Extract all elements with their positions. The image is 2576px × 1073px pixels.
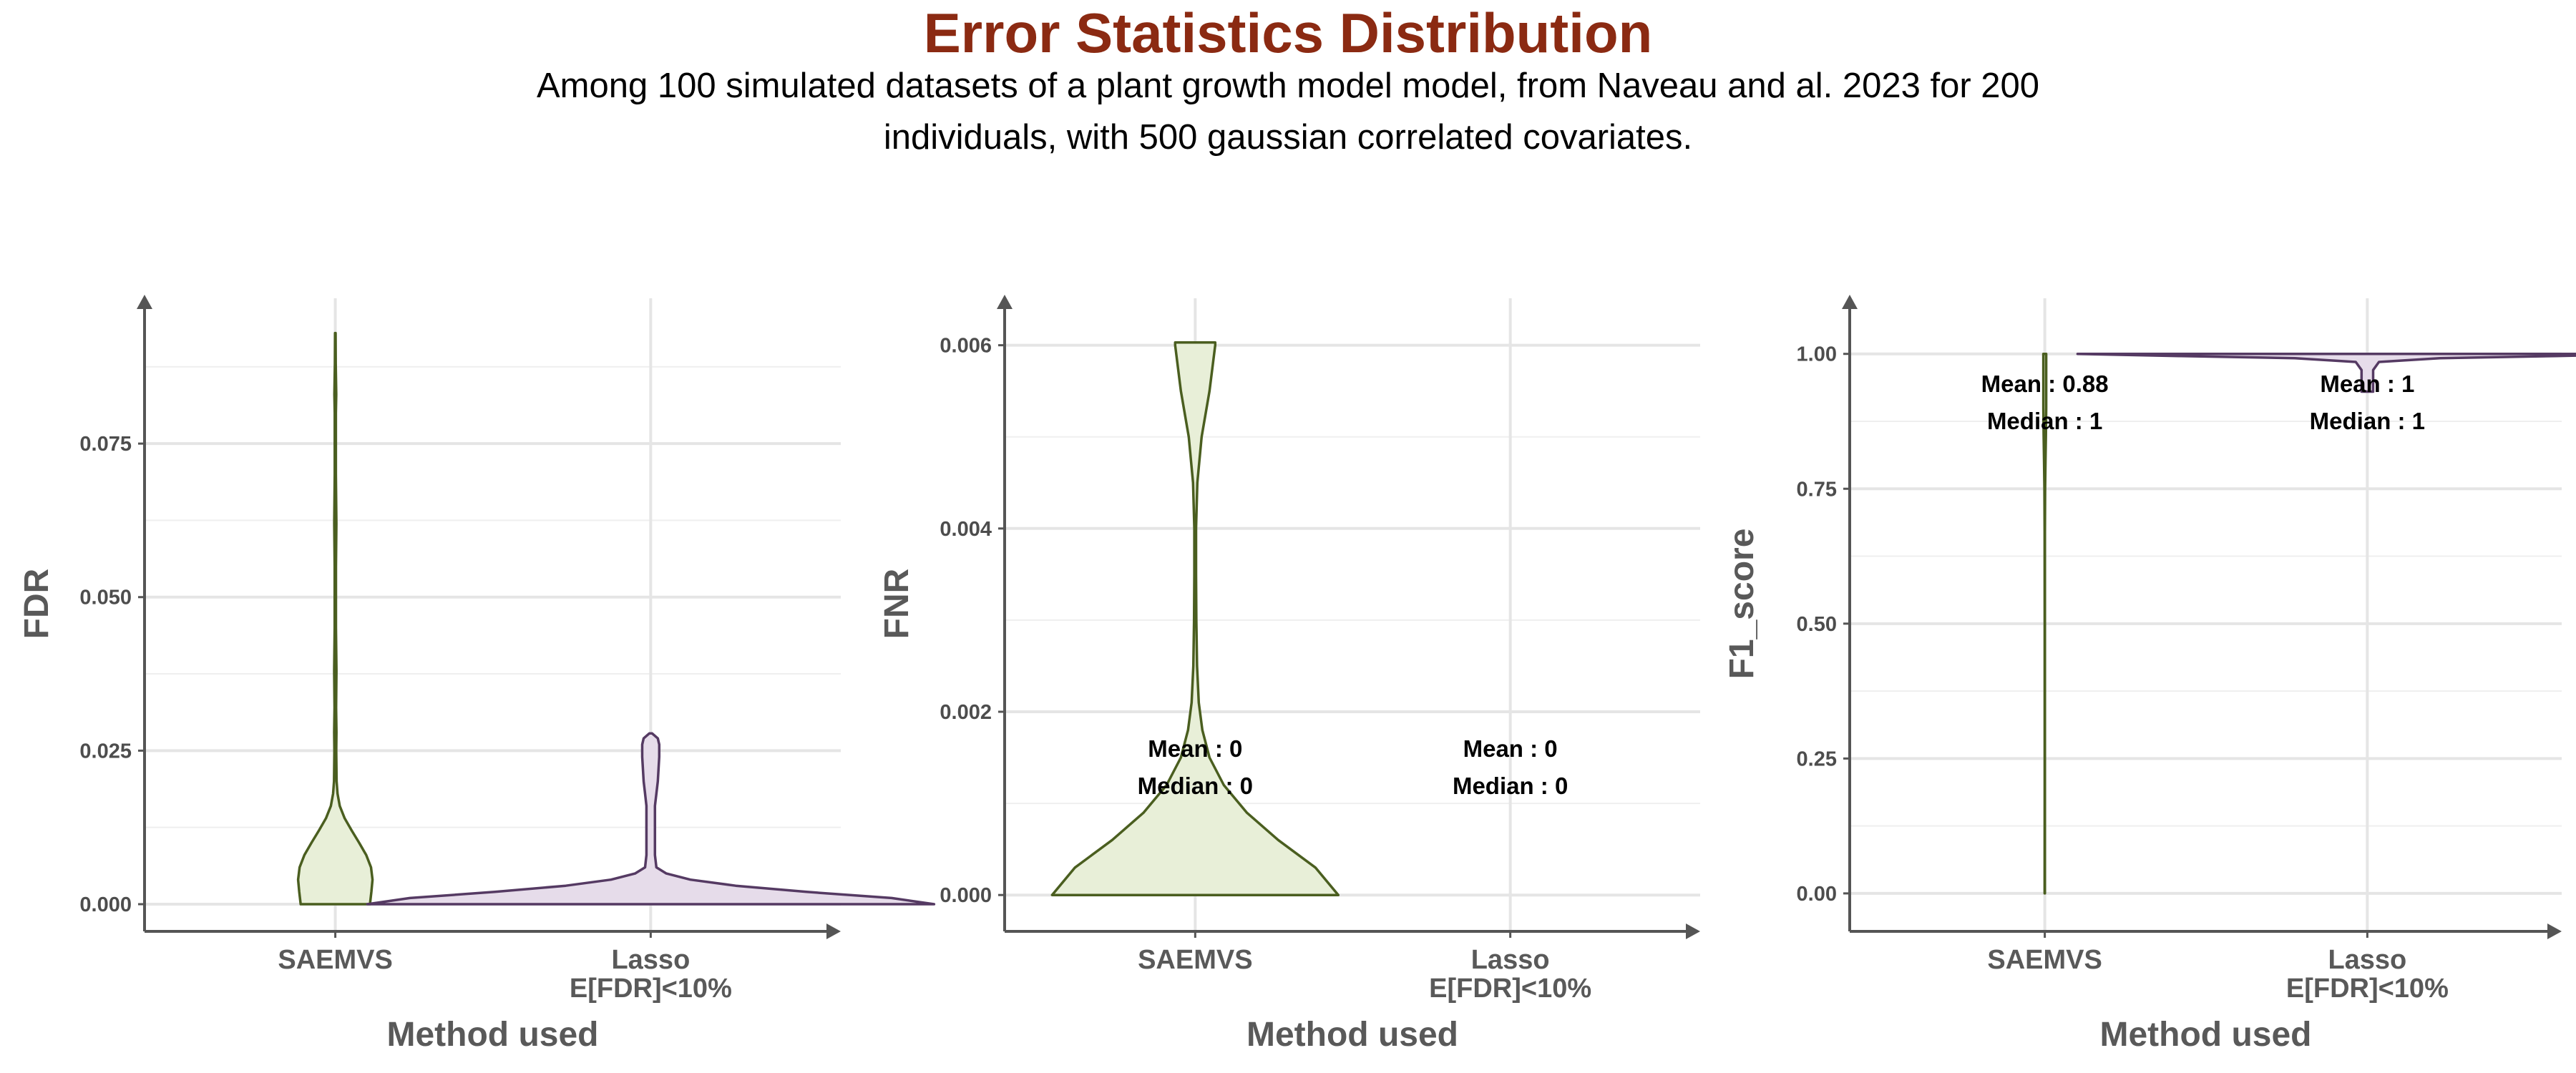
x-tick-label: SAEMVS <box>278 945 392 975</box>
y-tick-label: 0.075 <box>79 433 132 456</box>
y-tick-label: 0.50 <box>1797 613 1837 636</box>
y-axis-title: FNR <box>878 569 916 640</box>
y-axis-arrowhead <box>997 295 1013 309</box>
y-tick-label: 0.000 <box>940 884 992 907</box>
y-tick-label: 1.00 <box>1797 343 1837 366</box>
violin-saemvs <box>2041 352 2048 895</box>
chart-title: Error Statistics Distribution <box>923 1 1653 64</box>
mean-annotation: Mean : 1 <box>2320 371 2414 397</box>
violin-lasso <box>2076 352 2576 393</box>
y-axis-title: FDR <box>18 569 56 640</box>
y-axis-arrowhead <box>1842 295 1858 309</box>
y-tick-label: 0.004 <box>940 518 992 541</box>
violin-saemvs <box>296 331 374 906</box>
y-tick-label: 0.75 <box>1797 478 1837 501</box>
y-tick-label: 0.25 <box>1797 748 1837 770</box>
mean-annotation: Mean : 0.88 <box>1981 371 2109 397</box>
y-tick-label: 0.000 <box>79 893 132 916</box>
chart-panel-1: 0.000 0.025 0.050 0.075 SAEMVS LassoE[FDR]<10… <box>18 295 936 1054</box>
y-tick-label: 0.006 <box>940 335 992 358</box>
chart-panel-2: 0.000 0.002 0.004 0.006 Mean : 0 Median : 0 Me… <box>878 295 1700 1054</box>
x-tick-label: E[FDR]<10% <box>2286 974 2449 1004</box>
chart-subtitle-line-2: individuals, with 500 gaussian correlate… <box>883 118 1693 157</box>
mean-annotation: Mean : 0 <box>1463 735 1558 762</box>
y-axis-arrowhead <box>137 295 152 309</box>
violin-saemvs <box>1050 341 1340 896</box>
x-axis-arrowhead <box>1686 923 1700 939</box>
x-tick-label: Lasso <box>2328 945 2406 975</box>
x-tick-label: SAEMVS <box>1987 945 2102 975</box>
y-axis-title: F1_score <box>1723 529 1761 680</box>
median-annotation: Median : 0 <box>1453 773 1568 799</box>
chart-subtitle-line-1: Among 100 simulated datasets of a plant … <box>536 67 2040 105</box>
mean-annotation: Mean : 0 <box>1148 735 1242 762</box>
x-tick-label: Lasso <box>1471 945 1550 975</box>
median-annotation: Median : 1 <box>2310 408 2425 434</box>
x-axis-title: Method used <box>2100 1016 2312 1054</box>
x-tick-label: SAEMVS <box>1138 945 1252 975</box>
x-axis-title: Method used <box>1246 1016 1458 1054</box>
median-annotation: Median : 1 <box>1987 408 2102 434</box>
y-tick-label: 0.00 <box>1797 883 1837 906</box>
x-axis-title: Method used <box>387 1016 599 1054</box>
y-tick-label: 0.025 <box>79 740 132 763</box>
x-tick-label: Lasso <box>611 945 690 975</box>
violin-lasso <box>366 732 936 906</box>
median-annotation: Median : 0 <box>1138 773 1253 799</box>
y-tick-label: 0.050 <box>79 587 132 609</box>
x-axis-arrowhead <box>2547 923 2562 939</box>
x-tick-label: E[FDR]<10% <box>570 974 732 1004</box>
x-tick-label: E[FDR]<10% <box>1429 974 1591 1004</box>
x-axis-arrowhead <box>826 923 841 939</box>
y-tick-label: 0.002 <box>940 701 992 724</box>
chart-panel-3: 0.00 0.25 0.50 0.75 1.00 Mean : 0.88 Median : … <box>1723 295 2576 1054</box>
